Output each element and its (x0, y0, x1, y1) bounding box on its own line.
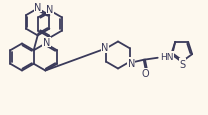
Text: N: N (34, 3, 41, 13)
Text: S: S (180, 59, 186, 69)
Text: N: N (128, 58, 135, 68)
Text: N: N (46, 5, 54, 15)
Text: HN: HN (160, 52, 173, 61)
Text: O: O (142, 69, 150, 79)
Text: N: N (43, 38, 50, 48)
Text: N: N (101, 43, 109, 53)
